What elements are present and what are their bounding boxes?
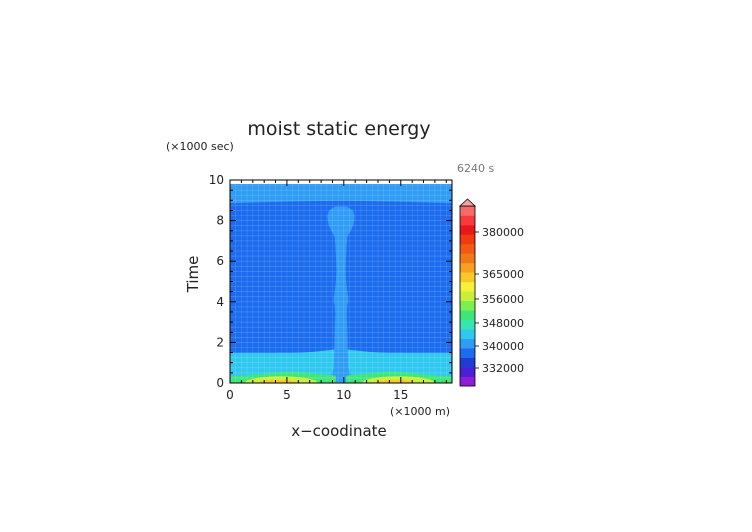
y-axis-label: Time <box>184 256 202 294</box>
y-tick-label: 6 <box>216 254 224 268</box>
x-tick-label: 5 <box>283 388 291 402</box>
colorbar-segment <box>460 253 475 264</box>
x-axis: 0 5 10 15 <box>226 180 447 402</box>
y-tick-label: 8 <box>216 214 224 228</box>
x-tick-label: 0 <box>226 388 234 402</box>
colorbar-segment <box>460 291 475 302</box>
colorbar-segment <box>460 281 475 292</box>
colorbar-segment <box>460 357 475 368</box>
colorbar-segment <box>460 215 475 226</box>
y-tick-label: 2 <box>216 335 224 349</box>
field-hot-core <box>258 379 298 383</box>
colorbar-segment <box>460 243 475 254</box>
y-tick-label: 4 <box>216 295 224 309</box>
colorbar-label: 340000 <box>482 340 524 353</box>
chart-title: moist static energy <box>247 118 430 140</box>
x-unit-label: (×1000 m) <box>390 405 450 418</box>
colorbar: 380000 365000 356000 348000 340000 332000 <box>458 198 524 387</box>
colorbar-segment <box>460 329 475 339</box>
colorbar-segment <box>460 300 475 311</box>
colorbar-segment <box>460 262 475 273</box>
colorbar-label: 365000 <box>482 268 524 281</box>
grid-lines <box>230 184 452 383</box>
field-top-band <box>230 184 452 204</box>
colorbar-segment <box>460 338 475 349</box>
x-tick-label: 15 <box>393 388 408 402</box>
colorbar-segment <box>460 367 475 377</box>
contour-field <box>230 184 452 383</box>
colorbar-segment <box>460 234 475 245</box>
time-stamp: 6240 s <box>457 162 494 175</box>
colorbar-label: 348000 <box>482 317 524 330</box>
colorbar-label: 332000 <box>482 362 524 375</box>
colorbar-label: 356000 <box>482 293 524 306</box>
colorbar-overflow-arrow <box>458 198 477 207</box>
colorbar-segment <box>460 319 475 330</box>
y-tick-label: 10 <box>209 173 224 187</box>
colorbar-segment <box>460 310 475 320</box>
field-hot-core <box>375 379 415 383</box>
colorbar-segment <box>460 376 475 387</box>
y-unit-label: (×1000 sec) <box>166 140 234 153</box>
x-axis-label: x−coodinate <box>291 422 387 440</box>
colorbar-segment <box>460 348 475 358</box>
y-axis: 0 2 4 6 8 10 <box>209 173 452 390</box>
x-tick-label: 10 <box>336 388 351 402</box>
colorbar-segment <box>460 224 475 235</box>
colorbar-segment <box>460 206 475 216</box>
field-plume <box>323 206 359 382</box>
colorbar-label: 380000 <box>482 226 524 239</box>
colorbar-segment <box>460 272 475 283</box>
y-tick-label: 0 <box>216 376 224 390</box>
